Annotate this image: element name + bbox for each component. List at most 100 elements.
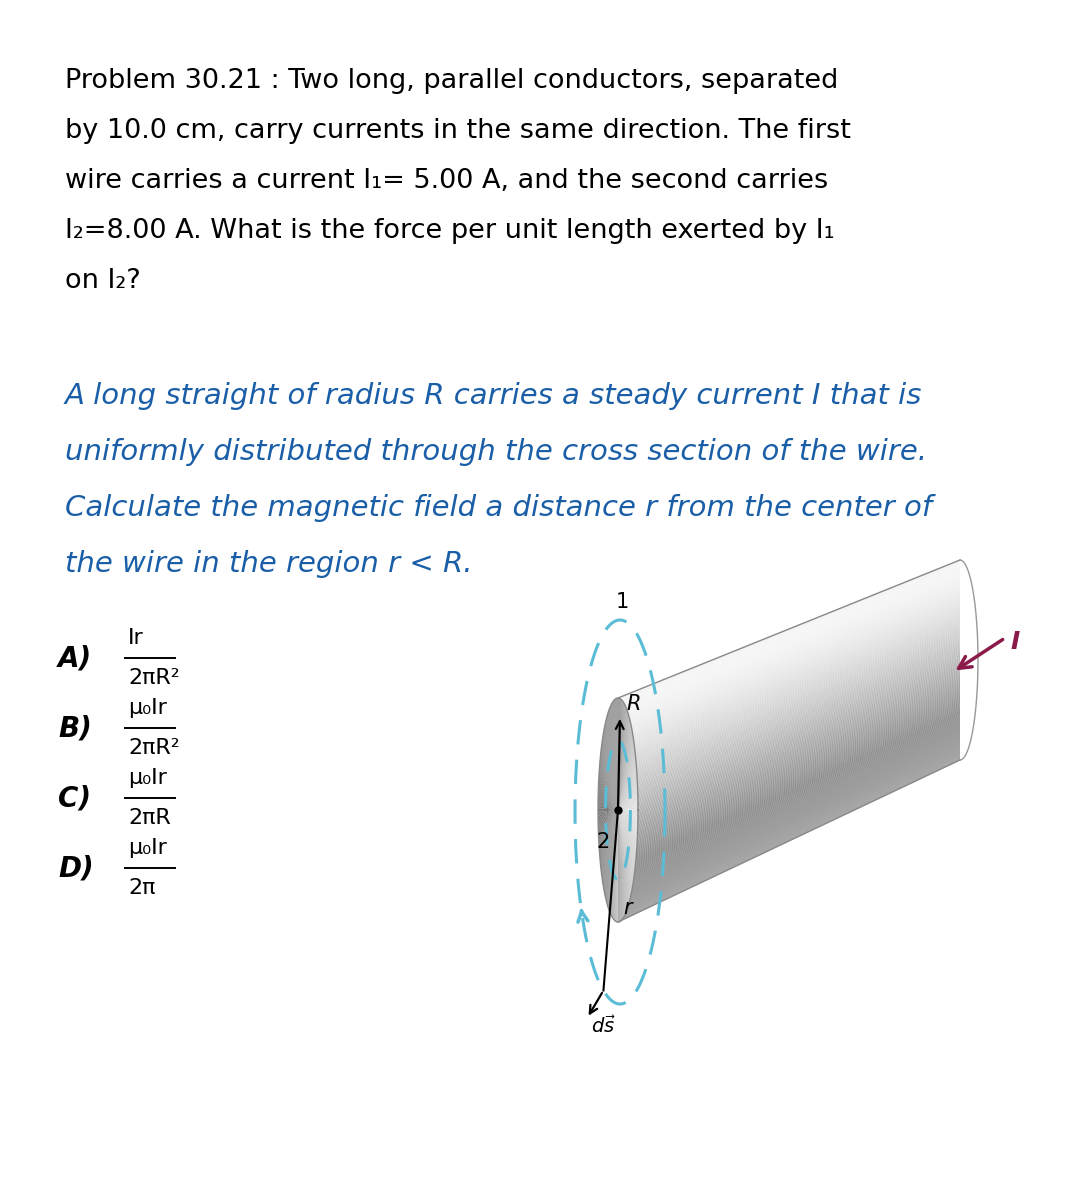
Polygon shape xyxy=(618,708,960,865)
Polygon shape xyxy=(618,785,637,810)
Polygon shape xyxy=(618,584,960,727)
Polygon shape xyxy=(618,562,960,700)
Polygon shape xyxy=(608,810,618,910)
Polygon shape xyxy=(618,562,960,700)
Polygon shape xyxy=(618,810,623,918)
Polygon shape xyxy=(599,774,618,810)
Polygon shape xyxy=(618,726,631,810)
Polygon shape xyxy=(618,798,637,810)
Polygon shape xyxy=(618,733,960,893)
Polygon shape xyxy=(618,568,960,707)
Polygon shape xyxy=(618,644,960,793)
Polygon shape xyxy=(605,810,618,898)
Polygon shape xyxy=(618,726,960,884)
Polygon shape xyxy=(618,756,960,918)
Polygon shape xyxy=(618,671,960,823)
Polygon shape xyxy=(618,810,622,919)
Polygon shape xyxy=(603,737,618,810)
Polygon shape xyxy=(618,788,637,810)
Polygon shape xyxy=(618,654,960,804)
Polygon shape xyxy=(601,810,618,866)
Polygon shape xyxy=(618,659,960,810)
Polygon shape xyxy=(618,728,632,810)
Polygon shape xyxy=(618,810,634,875)
Polygon shape xyxy=(618,767,636,810)
Polygon shape xyxy=(618,725,960,883)
Polygon shape xyxy=(618,581,960,721)
Text: Ir: Ir xyxy=(128,628,143,648)
Polygon shape xyxy=(618,688,960,842)
Polygon shape xyxy=(618,810,635,864)
Polygon shape xyxy=(604,731,618,810)
Polygon shape xyxy=(618,625,960,772)
Polygon shape xyxy=(618,568,960,707)
Polygon shape xyxy=(598,810,618,841)
Polygon shape xyxy=(599,810,618,853)
Polygon shape xyxy=(618,742,960,902)
Polygon shape xyxy=(618,562,960,700)
Polygon shape xyxy=(618,756,960,917)
Polygon shape xyxy=(618,810,624,917)
Polygon shape xyxy=(616,698,618,810)
Polygon shape xyxy=(618,565,960,704)
Polygon shape xyxy=(618,647,960,796)
Polygon shape xyxy=(607,716,618,810)
Polygon shape xyxy=(618,680,960,834)
Polygon shape xyxy=(618,562,960,701)
Polygon shape xyxy=(618,568,960,707)
Polygon shape xyxy=(618,600,960,744)
Polygon shape xyxy=(618,720,630,810)
Polygon shape xyxy=(618,563,960,701)
Polygon shape xyxy=(618,569,960,708)
Polygon shape xyxy=(618,731,632,810)
Polygon shape xyxy=(618,755,960,916)
Polygon shape xyxy=(618,593,960,736)
Polygon shape xyxy=(618,810,619,922)
Polygon shape xyxy=(618,748,960,910)
Polygon shape xyxy=(618,694,960,850)
Polygon shape xyxy=(606,810,618,901)
Polygon shape xyxy=(618,782,637,810)
Polygon shape xyxy=(618,618,960,763)
Polygon shape xyxy=(611,703,618,810)
Polygon shape xyxy=(618,744,634,810)
Text: A): A) xyxy=(58,644,92,672)
Polygon shape xyxy=(602,745,618,810)
Polygon shape xyxy=(602,742,618,810)
Polygon shape xyxy=(618,634,960,781)
Polygon shape xyxy=(618,778,637,810)
Polygon shape xyxy=(598,810,618,822)
Polygon shape xyxy=(618,746,960,907)
Polygon shape xyxy=(618,595,960,739)
Polygon shape xyxy=(618,810,637,812)
Polygon shape xyxy=(618,569,960,708)
Polygon shape xyxy=(618,700,621,810)
Polygon shape xyxy=(618,736,960,895)
Polygon shape xyxy=(601,751,618,810)
Polygon shape xyxy=(618,676,960,829)
Polygon shape xyxy=(611,810,618,917)
Polygon shape xyxy=(614,700,618,810)
Polygon shape xyxy=(598,778,618,810)
Polygon shape xyxy=(618,708,627,810)
Polygon shape xyxy=(618,751,635,810)
Polygon shape xyxy=(618,698,960,854)
Text: Problem 30.21 : Two long, parallel conductors, separated: Problem 30.21 : Two long, parallel condu… xyxy=(65,68,838,94)
Polygon shape xyxy=(598,810,618,812)
Polygon shape xyxy=(601,810,618,871)
Polygon shape xyxy=(618,810,630,901)
Polygon shape xyxy=(618,619,960,766)
Polygon shape xyxy=(618,755,960,917)
Polygon shape xyxy=(618,810,631,898)
Polygon shape xyxy=(618,656,960,806)
Polygon shape xyxy=(618,810,620,922)
Polygon shape xyxy=(607,810,618,904)
Polygon shape xyxy=(618,779,637,810)
Polygon shape xyxy=(618,632,960,780)
Polygon shape xyxy=(618,760,960,922)
Polygon shape xyxy=(618,587,960,728)
Polygon shape xyxy=(618,665,960,817)
Polygon shape xyxy=(618,738,633,810)
Polygon shape xyxy=(618,760,960,922)
Polygon shape xyxy=(618,560,960,698)
